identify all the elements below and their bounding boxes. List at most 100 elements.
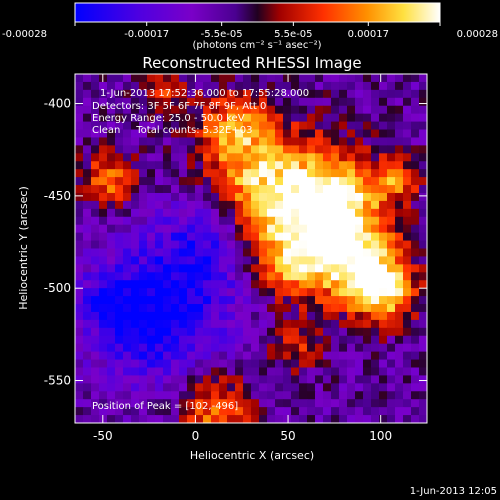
heatmap-cell [235,327,244,337]
heatmap-cell [99,113,108,123]
heatmap-cell [323,343,332,353]
heatmap-cell [379,208,388,218]
heatmap-cell [323,129,332,139]
heatmap-cell [315,256,324,265]
heatmap-cell [371,145,380,154]
heatmap-cell [371,280,380,289]
heatmap-cell [355,304,364,313]
y-tick-label: -450 [44,189,71,203]
heatmap-cell [379,296,388,305]
heatmap-cell [307,232,316,242]
heatmap-cell [419,248,427,258]
heatmap-cell [291,113,300,123]
heatmap-cell [155,256,164,265]
heatmap-cell [299,407,308,416]
heatmap-cell [155,272,164,281]
heatmap-cell [235,311,244,321]
x-tick-label: -50 [93,429,113,443]
heatmap-cell [83,129,92,139]
heatmap-cell [267,145,276,154]
heatmap-cell [131,169,140,178]
heatmap-cell [315,161,324,170]
heatmap-cell [275,256,284,265]
heatmap-cell [179,256,188,265]
colorbar-ticks [74,22,441,26]
heatmap-cell [91,272,100,281]
heatmap-cell [275,343,284,353]
heatmap-cell [275,304,284,313]
heatmap-cell [75,208,84,218]
heatmap-cell [171,224,180,234]
heatmap-cell [403,367,412,377]
heatmap-cell [299,129,308,139]
heatmap-cell [179,216,188,226]
heatmap-cell [219,145,228,154]
heatmap-cell [83,288,92,297]
heatmap-cell [227,264,236,273]
heatmap-cell [131,304,140,313]
heatmap-cell [363,383,372,392]
heatmap-cell [123,335,132,345]
heatmap-cell [139,208,148,218]
heatmap-cell [155,169,164,178]
heatmap-cell [203,248,212,258]
heatmap-cell [339,391,348,400]
heatmap-cell [155,296,164,305]
heatmap-cell [283,407,292,416]
heatmap-cell [363,161,372,170]
heatmap-cell [291,81,300,91]
heatmap-cell [307,153,316,162]
heatmap-cell [355,240,364,250]
heatmap-cell [363,129,372,139]
heatmap-cell [411,224,420,234]
heatmap-cell [243,359,252,369]
heatmap-cell [411,97,420,107]
heatmap-cell [163,343,172,353]
x-axis-label: Heliocentric X (arcsec) [190,449,314,462]
heatmap-cell [299,335,308,345]
heatmap-cell [219,208,228,218]
heatmap-cell [347,304,356,313]
heatmap-cell [371,89,380,99]
heatmap-cell [403,129,412,139]
heatmap-cell [91,105,100,115]
heatmap-cell [259,319,268,329]
heatmap-cell [243,145,252,154]
heatmap-cell [219,177,228,186]
heatmap-cell [419,359,427,369]
heatmap-cell [419,280,427,289]
heatmap-cell [323,383,332,392]
heatmap-cell [291,169,300,178]
heatmap-cell [379,311,388,321]
heatmap-cell [403,407,412,416]
heatmap-cell [275,319,284,329]
heatmap-cell [323,185,332,194]
heatmap-cell [355,319,364,329]
heatmap-cell [371,288,380,297]
heatmap-cell [99,391,108,400]
heatmap-cell [83,415,92,423]
heatmap-cell [235,272,244,281]
heatmap-cell [355,256,364,265]
heatmap-cell [363,153,372,162]
heatmap-cell [139,216,148,226]
heatmap-cell [195,335,204,345]
heatmap-cell [227,248,236,258]
heatmap-cell [363,121,372,131]
heatmap-cell [227,129,236,139]
heatmap-cell [243,272,252,281]
heatmap-cell [371,208,380,218]
heatmap-cell [123,224,132,234]
heatmap-cell [267,137,276,146]
heatmap-cell [403,399,412,408]
heatmap-cell [379,81,388,91]
heatmap-cell [171,121,180,131]
heatmap-cell [195,256,204,265]
heatmap-cell [283,304,292,313]
heatmap-cell [211,288,220,297]
heatmap-cell [315,296,324,305]
heatmap-cell [331,129,340,139]
heatmap-cell [275,81,284,91]
heatmap-cell [227,375,236,384]
heatmap-cell [259,81,268,91]
